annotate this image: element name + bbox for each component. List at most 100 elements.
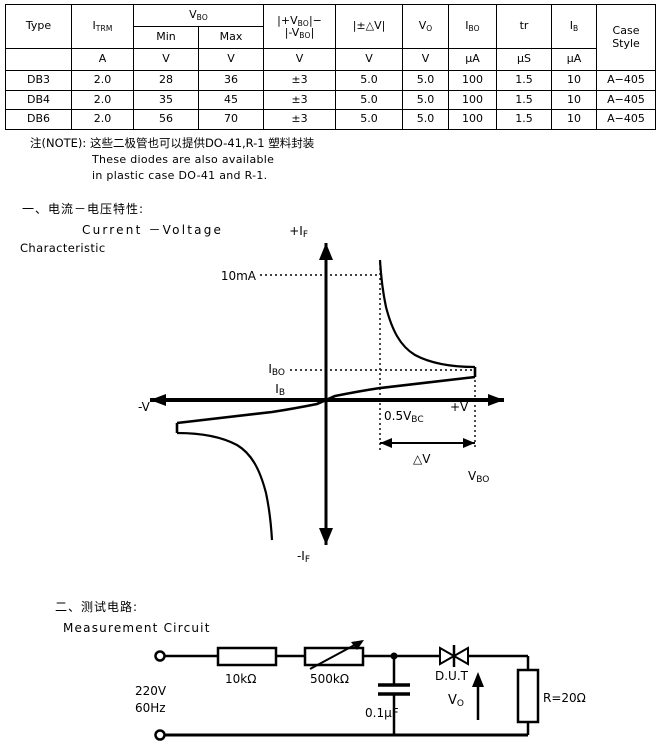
unit-ibo: μA — [448, 48, 498, 71]
delta-v-arrow-left — [380, 438, 392, 448]
header-case-style: Case Style — [596, 4, 657, 71]
header-abs-vbo-diff: |+VBO|− |-VBO| — [263, 4, 337, 49]
negative-resistance-curve-q1 — [378, 259, 476, 369]
header-delta-v: |±△V| — [335, 4, 404, 49]
note-english-line-2: in plastic case DO-41 and R-1. — [92, 168, 268, 182]
case-line-2: Style — [612, 36, 640, 50]
unit-itrm: A — [71, 48, 134, 71]
input-terminal-bottom — [154, 729, 166, 741]
label-fixed-resistor: 10kΩ — [225, 672, 256, 686]
cell-type: DB4 — [5, 89, 72, 111]
header-vbo-group: VBO — [132, 4, 265, 27]
unit-vbo-max: V — [197, 48, 265, 71]
iv-characteristic-graph: +IF -IF +V -V 10mA IBO IB 0.5VBC △V VBO — [138, 224, 504, 565]
cell-delta-v: 5.0 — [335, 70, 404, 91]
section-1-english-2: Characteristic — [20, 241, 106, 255]
variable-resistor-arrow-line — [309, 640, 363, 670]
unit-ib: μA — [551, 48, 598, 71]
x-axis-arrow-negative — [150, 394, 166, 406]
label-ibo: IBO — [268, 362, 285, 378]
y-axis-arrow-positive — [319, 243, 333, 260]
header-row-1: Type ITRM VBO |+VBO|− |-VBO| |±△V| VO IB… — [5, 4, 657, 71]
label-ib: IB — [275, 382, 285, 398]
cell-abs: ±3 — [263, 109, 337, 130]
unit-type — [5, 48, 72, 71]
label-source-frequency: 60Hz — [135, 701, 166, 715]
vbo-symbol: V — [189, 8, 197, 22]
note-chinese-line: 注(NOTE): 这些二极管也可以提供DO-41,R-1 塑料封装 — [30, 135, 314, 152]
cell-vbo-min: 35 — [133, 89, 199, 111]
label-capacitor: 0.1μF — [365, 706, 399, 720]
cell-vo: 5.0 — [402, 109, 450, 130]
cell-case: A−405 — [596, 109, 657, 130]
itrm-subscript: TRM — [95, 24, 113, 34]
note-block: 注(NOTE): 这些二极管也可以提供DO-41,R-1 塑料封装 These … — [30, 135, 314, 184]
cell-vo: 5.0 — [402, 89, 450, 111]
cell-delta-v: 5.0 — [335, 89, 404, 111]
label-ten-ma: 10mA — [221, 269, 257, 283]
cell-type: DB3 — [5, 70, 72, 91]
case-line-1: Case — [612, 23, 640, 37]
section-2-english: Measurement Circuit — [63, 621, 211, 635]
delta-v-arrow-right — [463, 438, 475, 448]
y-axis-arrow-negative — [319, 528, 333, 545]
label-vo: VO — [448, 693, 464, 709]
cell-case: A−405 — [596, 89, 657, 111]
header-vo: VO — [402, 4, 450, 49]
label-negative-if: -IF — [297, 549, 310, 565]
cell-itrm: 2.0 — [71, 70, 134, 91]
unit-vo: V — [402, 48, 450, 71]
label-delta-v: △V — [413, 452, 431, 466]
table-row: DB4 2.0 35 45 ±3 5.0 5.0 100 1.5 10 A−405 — [5, 89, 657, 111]
note-label: 注(NOTE): — [30, 136, 87, 150]
load-resistor-body — [516, 668, 540, 724]
specifications-table: Type ITRM VBO |+VBO|− |-VBO| |±△V| VO IB… — [5, 4, 657, 130]
header-vbo-max: Max — [197, 26, 265, 49]
unit-abs: V — [263, 48, 337, 71]
note-english-line-1: These diodes are also available — [92, 152, 275, 166]
abs-line-1: |+VBO|− — [277, 13, 322, 28]
table-row: DB3 2.0 28 36 ±3 5.0 5.0 100 1.5 10 A−405 — [5, 70, 657, 91]
measurement-circuit-diagram: 10kΩ 500kΩ 0.1μF D.U.T VO R=20Ω 220V 60H… — [135, 640, 586, 741]
diac-triangle-left — [439, 646, 457, 666]
section-2-chinese: 二、测试电路: — [55, 600, 139, 614]
forward-leakage-curve — [325, 375, 476, 402]
cell-delta-v: 5.0 — [335, 109, 404, 130]
cell-case: A−405 — [596, 70, 657, 91]
cell-type: DB6 — [5, 109, 72, 130]
label-source-voltage: 220V — [135, 684, 167, 698]
header-ibo: IBO — [448, 4, 498, 49]
cell-itrm: 2.0 — [71, 109, 134, 130]
fixed-resistor-body — [216, 646, 278, 667]
cell-tr: 1.5 — [496, 109, 553, 130]
vbo-subscript: BO — [196, 13, 208, 23]
label-half-vbc: 0.5VBC — [384, 409, 424, 425]
cell-ib: 10 — [551, 89, 598, 111]
cell-vbo-max: 70 — [197, 109, 265, 130]
unit-tr: μS — [496, 48, 553, 71]
cell-ib: 10 — [551, 109, 598, 130]
section-1-english: Current －Voltage — [82, 223, 224, 237]
label-positive-if: +IF — [289, 224, 308, 240]
units-row: A V V V V V μA μS μA — [5, 48, 656, 71]
label-load-resistor: R=20Ω — [543, 691, 586, 705]
cell-vbo-max: 36 — [197, 70, 265, 91]
cell-tr: 1.5 — [496, 70, 553, 91]
header-vbo-min: Min — [133, 26, 199, 49]
label-vbo: VBO — [468, 469, 489, 485]
note-chinese-text: 这些二极管也可以提供DO-41,R-1 塑料封装 — [89, 136, 315, 150]
cell-ibo: 100 — [448, 109, 498, 130]
cell-abs: ±3 — [263, 70, 337, 91]
cell-ib: 10 — [551, 70, 598, 91]
cell-vbo-min: 56 — [133, 109, 199, 130]
cell-vbo-min: 28 — [133, 70, 199, 91]
section-1-chinese: 一、电流－电压特性: — [22, 202, 145, 216]
reverse-leakage-curve — [176, 398, 327, 425]
header-ib: IB — [551, 4, 598, 49]
header-row-2: Min Max — [6, 26, 656, 49]
header-tr: tr — [496, 4, 553, 49]
cell-ibo: 100 — [448, 89, 498, 111]
vo-probe-arrowhead — [472, 672, 484, 687]
label-positive-v: +V — [450, 400, 469, 414]
header-itrm: ITRM — [71, 4, 134, 49]
